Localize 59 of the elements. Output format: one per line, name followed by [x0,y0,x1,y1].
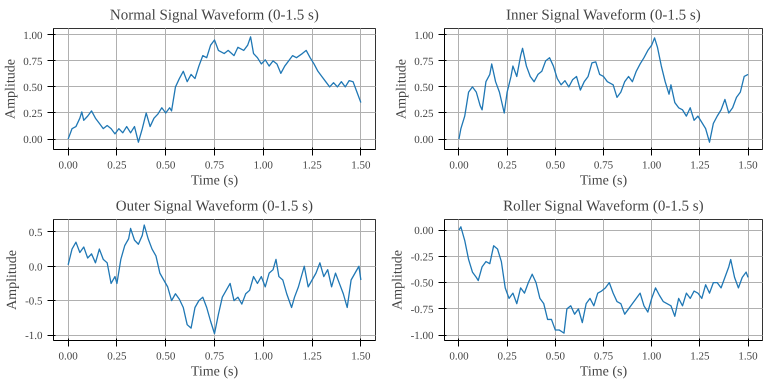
x-tick-label: 0.75 [594,350,614,362]
chart-title: Outer Signal Waveform (0-1.5 s) [116,198,313,214]
y-tick-label: 0.5 [28,226,43,239]
x-axis-title: Time (s) [190,174,238,188]
x-tick-label: 0.25 [498,160,518,172]
x-axis-title: Time (s) [580,364,628,380]
chart-title: Normal Signal Waveform (0-1.5 s) [110,8,319,24]
y-tick-label: 0.25 [414,108,434,120]
y-tick-label: 1.00 [414,30,434,42]
x-tick-label: 1.50 [738,160,758,172]
y-tick-label: 0.00 [414,225,434,238]
x-tick-label: 0.75 [204,350,225,362]
y-tick-label: -1.0 [25,330,43,342]
y-tick-label: -0.25 [410,251,434,264]
y-tick-label: 1.00 [23,30,43,42]
x-tick-label: 0.75 [594,160,614,172]
x-tick-label: 0.50 [156,160,176,172]
x-axis-title: Time (s) [580,174,628,188]
x-tick-label: 1.50 [351,350,371,362]
y-tick-label: -0.75 [410,304,434,316]
y-axis-title: Amplitude [5,250,20,310]
x-tick-label: 0.50 [156,350,176,362]
x-tick-label: 1.50 [738,350,758,362]
x-tick-label: 1.50 [351,160,371,172]
x-tick-label: 1.00 [642,160,662,172]
x-tick-label: 1.25 [690,350,710,362]
y-axis-title: Amplitude [390,250,406,310]
y-tick-label: 0.00 [23,134,43,146]
x-tick-label: 1.00 [254,160,274,172]
x-tick-label: 0.00 [449,160,470,172]
x-tick-label: 1.25 [302,350,322,362]
y-tick-label: -1.00 [410,330,434,342]
x-axis-title: Time (s) [190,364,238,380]
x-tick-label: 0.00 [449,350,470,362]
x-tick-label: 0.25 [498,350,518,362]
x-tick-label: 0.00 [58,160,78,172]
x-tick-label: 0.50 [546,350,566,362]
y-tick-label: 0.50 [23,82,43,94]
y-tick-label: -0.5 [25,296,43,308]
x-tick-label: 0.75 [204,160,225,172]
x-tick-label: 1.00 [642,350,662,362]
x-tick-label: 1.25 [690,160,710,172]
x-tick-label: 0.25 [107,160,128,172]
y-tick-label: 0.00 [414,134,434,146]
y-tick-label: 0.75 [414,56,434,68]
x-tick-label: 1.25 [302,160,322,172]
y-axis-title: Amplitude [3,59,18,119]
x-tick-label: 0.50 [546,160,566,172]
x-tick-label: 0.00 [58,350,78,362]
chart-title: Roller Signal Waveform (0-1.5 s) [503,198,704,214]
y-tick-label: 0.0 [28,261,43,274]
y-axis-title: Amplitude [394,59,410,119]
chart-title: Inner Signal Waveform (0-1.5 s) [506,8,701,24]
y-tick-label: 0.25 [23,108,43,120]
x-tick-label: 1.00 [254,350,274,362]
y-tick-label: 0.50 [414,82,434,94]
y-tick-label: 0.75 [23,56,43,68]
x-tick-label: 0.25 [107,350,128,362]
y-tick-label: -0.50 [410,278,434,290]
